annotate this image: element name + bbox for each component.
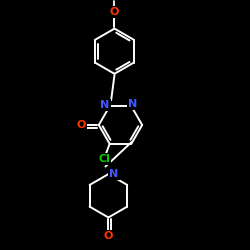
Text: O: O <box>110 7 119 17</box>
Text: Cl: Cl <box>98 154 110 164</box>
Text: O: O <box>104 231 113 241</box>
Text: N: N <box>100 100 110 110</box>
Text: N: N <box>109 169 118 179</box>
Text: O: O <box>76 120 86 130</box>
Text: N: N <box>128 99 138 109</box>
